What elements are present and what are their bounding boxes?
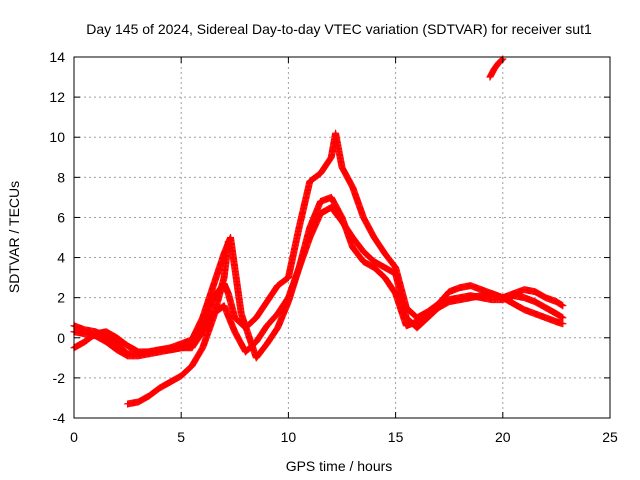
y-tick-label: 4: [57, 250, 65, 266]
x-tick-label: 0: [70, 429, 78, 445]
x-tick-label: 10: [281, 429, 297, 445]
y-axis-label: SDTVAR / TECUs: [6, 181, 22, 293]
data-points: [70, 55, 567, 408]
data-point: [497, 57, 505, 65]
y-tick-label: 10: [49, 129, 65, 145]
data-point: [224, 238, 232, 246]
x-tick-label: 20: [495, 429, 511, 445]
chart-title: Day 145 of 2024, Sidereal Day-to-day VTE…: [86, 21, 592, 37]
series-rising-segment: [124, 238, 232, 408]
y-tick-label: 6: [57, 209, 65, 225]
data-point: [559, 314, 567, 322]
x-tick-label: 25: [602, 429, 618, 445]
tick-marks: [73, 56, 611, 419]
y-tick-label: -4: [53, 410, 66, 426]
x-tick-label: 15: [388, 429, 404, 445]
y-tick-label: 12: [49, 89, 65, 105]
data-point: [559, 320, 567, 328]
y-tick-label: 14: [49, 49, 65, 65]
y-tick-label: 8: [57, 169, 65, 185]
x-tick-labels: 0 5 10 15 20 25: [70, 429, 618, 445]
data-point: [559, 302, 567, 310]
plot-frame: [73, 56, 611, 419]
series-offscale-segment: [486, 55, 507, 81]
y-tick-labels: -4 -2 0 2 4 6 8 10 12 14: [49, 49, 65, 426]
x-tick-label: 5: [177, 429, 185, 445]
x-axis-label: GPS time / hours: [286, 458, 393, 474]
y-tick-label: 0: [57, 330, 65, 346]
y-tick-label: 2: [57, 290, 65, 306]
y-tick-label: -2: [53, 370, 66, 386]
series-lower-branch: [70, 203, 567, 362]
